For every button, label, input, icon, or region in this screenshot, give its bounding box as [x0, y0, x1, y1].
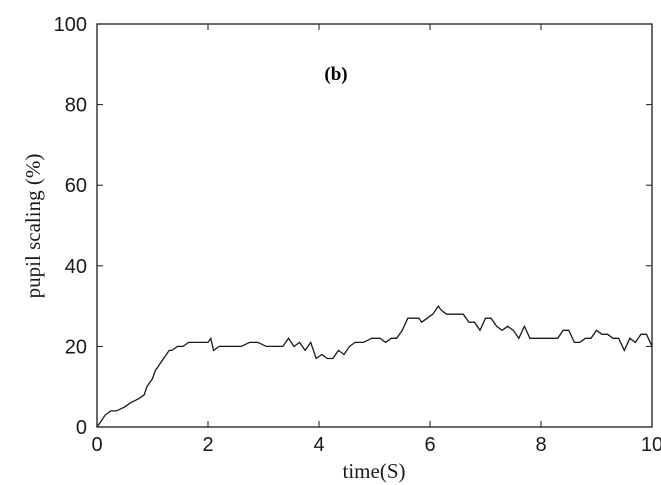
x-tick-label: 2 — [202, 434, 213, 456]
y-tick-label: 100 — [54, 14, 87, 36]
y-tick-label: 0 — [76, 417, 87, 439]
series-line — [96, 304, 653, 428]
x-tick-label: 6 — [424, 434, 435, 456]
y-tick-label: 80 — [65, 95, 87, 117]
y-tick-label: 60 — [65, 175, 87, 197]
plot-frame — [96, 23, 653, 428]
y-tick-label: 20 — [65, 336, 87, 358]
x-tick-label: 0 — [91, 434, 102, 456]
y-tick-labels: 0 20 40 60 80 100 — [54, 14, 87, 439]
x-axis-label: time(S) — [343, 459, 406, 483]
x-tick-labels: 0 2 4 6 8 10 — [91, 434, 661, 456]
panel-label: (b) — [324, 64, 347, 85]
axis-ticks — [96, 23, 653, 428]
x-tick-label: 8 — [535, 434, 546, 456]
y-tick-label: 40 — [65, 256, 87, 278]
x-tick-label: 4 — [313, 434, 324, 456]
y-axis-label: pupil scaling (%) — [21, 154, 45, 299]
x-tick-label: 10 — [641, 434, 661, 456]
